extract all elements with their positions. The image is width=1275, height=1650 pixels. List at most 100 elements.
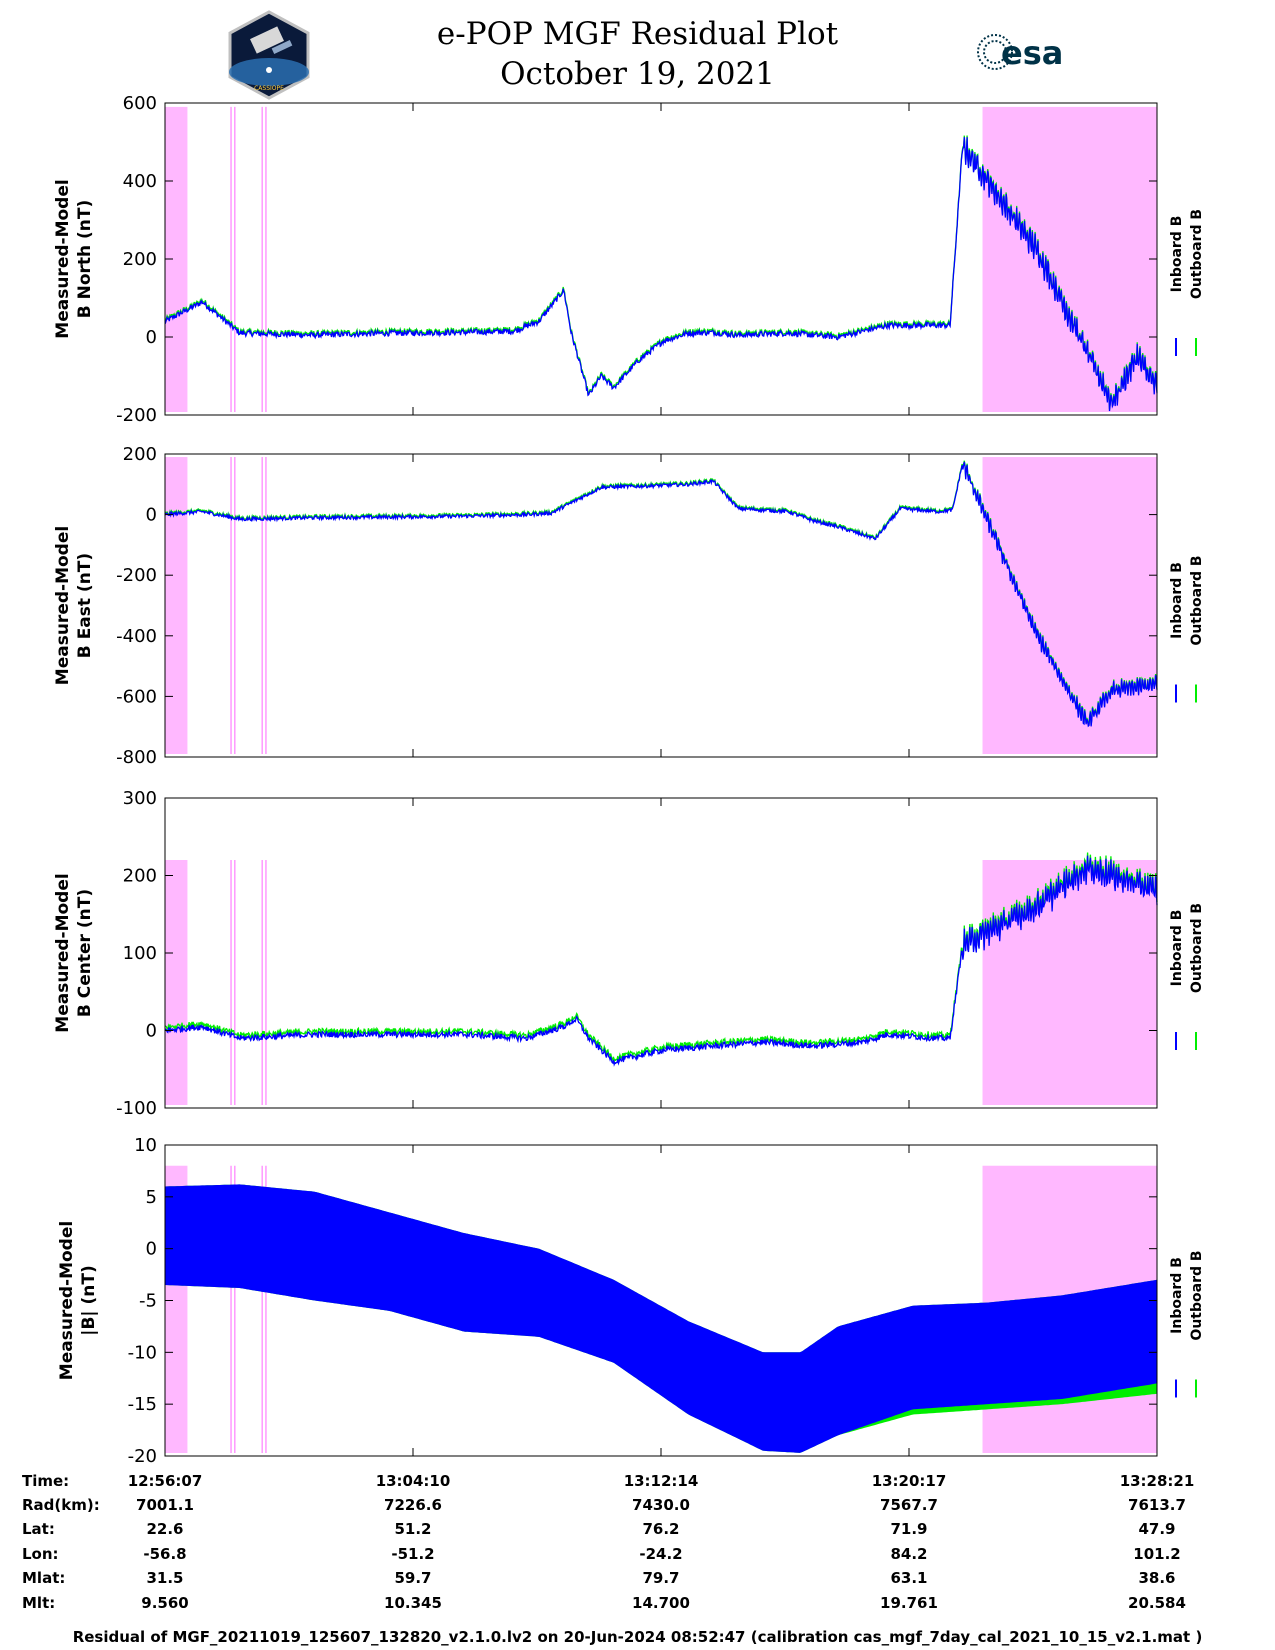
table-cell: 13:28:21 — [1120, 1472, 1195, 1490]
table-row-label: Mlt: — [22, 1594, 55, 1612]
inboard-series — [164, 137, 1158, 412]
y-tick-label: 10 — [134, 1135, 157, 1156]
y-axis-label-line: Measured-Model — [53, 179, 73, 338]
shaded-region — [982, 457, 1157, 754]
shaded-region — [982, 106, 1157, 413]
table-cell: 12:56:07 — [128, 1472, 203, 1490]
inboard-series — [164, 461, 1158, 728]
title-line-1: e-POP MGF Residual Plot — [436, 16, 839, 52]
table-cell: 7567.7 — [880, 1496, 938, 1514]
legend-label-outboard: Outboard B — [1189, 1250, 1205, 1340]
panel-1: -200 0 200 400 600 Measured-Model B North (nT)… — [53, 93, 1205, 426]
table-cell: 76.2 — [642, 1520, 679, 1538]
y-axis-label: Measured-Model B North (nT) — [53, 179, 95, 338]
table-cell: 38.6 — [1138, 1569, 1175, 1587]
table-cell: -56.8 — [143, 1545, 186, 1563]
table-cell: 7001.1 — [136, 1496, 194, 1514]
panel-3: -100 0 100 200 300 Measured-Model B Center (nT… — [53, 788, 1205, 1119]
y-axis-label-line: Measured-Model — [57, 1221, 77, 1380]
y-axis-label-line: B East (nT) — [75, 553, 95, 658]
table-cell: 84.2 — [890, 1545, 927, 1563]
table-cell: -24.2 — [639, 1545, 682, 1563]
inboard-series — [164, 855, 1158, 1067]
y-tick-label: -15 — [128, 1394, 157, 1415]
table-cell: 7226.6 — [384, 1496, 442, 1514]
panel-2: -800 -600 -400 -200 0 200 Measured-Model B East… — [53, 444, 1205, 768]
legend: Inboard B Outboard B — [1169, 209, 1205, 356]
legend-label-outboard: Outboard B — [1189, 903, 1205, 993]
table-cell: 79.7 — [642, 1569, 679, 1587]
cassiope-logo: CASSIOPE — [228, 10, 310, 100]
shaded-region — [165, 860, 188, 1105]
table-cell: 59.7 — [394, 1569, 431, 1587]
table-row-label: Rad(km): — [22, 1496, 100, 1514]
svg-text:CASSIOPE: CASSIOPE — [254, 85, 284, 92]
title-line-2: October 19, 2021 — [500, 56, 775, 92]
chart-title: e-POP MGF Residual Plot October 19, 2021 — [0, 14, 1275, 94]
y-tick-label: 300 — [123, 788, 157, 809]
table-cell: -51.2 — [391, 1545, 434, 1563]
shaded-region — [165, 106, 188, 413]
y-tick-label: -200 — [116, 405, 157, 426]
table-cell: 10.345 — [384, 1594, 442, 1612]
y-tick-label: -800 — [116, 747, 157, 768]
table-cell: 71.9 — [890, 1520, 927, 1538]
legend: Inboard B Outboard B — [1169, 1250, 1205, 1398]
table-cell: 63.1 — [890, 1569, 927, 1587]
table-cell: 31.5 — [146, 1569, 183, 1587]
y-tick-label: 0 — [146, 327, 157, 348]
y-tick-label: 200 — [123, 444, 157, 465]
table-cell: 51.2 — [394, 1520, 431, 1538]
esa-logo: esa — [977, 34, 1063, 72]
y-tick-label: 200 — [123, 249, 157, 270]
table-cell: 13:20:17 — [872, 1472, 947, 1490]
y-tick-label: 600 — [123, 93, 157, 114]
y-axis-label-line: Measured-Model — [53, 873, 73, 1032]
y-axis-label-line: Measured-Model — [53, 526, 73, 685]
table-cell: 7613.7 — [1128, 1496, 1186, 1514]
shaded-region — [165, 457, 188, 754]
table-row-label: Lon: — [22, 1545, 59, 1563]
legend-label-inboard: Inboard B — [1169, 1257, 1185, 1334]
y-axis-label: Measured-Model B East (nT) — [53, 526, 95, 685]
table-cell: 7430.0 — [632, 1496, 690, 1514]
table-cell: 14.700 — [632, 1594, 690, 1612]
footer-caption: Residual of MGF_20211019_125607_132820_v… — [72, 1628, 1203, 1646]
table-cell: 13:04:10 — [376, 1472, 451, 1490]
table-cell: 9.560 — [141, 1594, 188, 1612]
legend-label-outboard: Outboard B — [1189, 209, 1205, 299]
table-cell: 19.761 — [880, 1594, 938, 1612]
panel-4: -20 -15 -10 -5 0 5 10 Measured-Model |B| (nT) Inb… — [57, 1135, 1205, 1467]
table-cell: 101.2 — [1133, 1545, 1180, 1563]
y-tick-label: 400 — [123, 171, 157, 192]
y-tick-label: -20 — [128, 1446, 157, 1467]
y-tick-label: -5 — [139, 1291, 157, 1312]
y-tick-label: 5 — [146, 1187, 157, 1208]
y-tick-label: -200 — [116, 565, 157, 586]
table-row-label: Lat: — [22, 1520, 55, 1538]
legend-label-inboard: Inboard B — [1169, 562, 1185, 639]
table-cell: 47.9 — [1138, 1520, 1175, 1538]
y-tick-label: 200 — [123, 866, 157, 887]
y-tick-label: -100 — [116, 1098, 157, 1119]
y-tick-label: 100 — [123, 943, 157, 964]
legend-label-inboard: Inboard B — [1169, 910, 1185, 987]
y-axis-label-line: |B| (nT) — [79, 1265, 99, 1336]
table-cell: 20.584 — [1128, 1594, 1186, 1612]
table-cell: 22.6 — [146, 1520, 183, 1538]
legend-label-outboard: Outboard B — [1189, 555, 1205, 645]
y-tick-label: -10 — [128, 1342, 157, 1363]
y-axis-label: Measured-Model B Center (nT) — [53, 873, 95, 1032]
inboard-series — [165, 1184, 1157, 1453]
y-tick-label: 0 — [146, 1239, 157, 1260]
y-axis-label-line: B North (nT) — [75, 200, 95, 319]
legend: Inboard B Outboard B — [1169, 903, 1205, 1050]
svg-text:esa: esa — [1001, 34, 1063, 72]
y-axis-label: Measured-Model |B| (nT) — [57, 1221, 99, 1380]
table-cell: 13:12:14 — [624, 1472, 699, 1490]
y-tick-label: 0 — [146, 505, 157, 526]
legend: Inboard B Outboard B — [1169, 555, 1205, 703]
y-tick-label: 0 — [146, 1021, 157, 1042]
y-tick-label: -400 — [116, 626, 157, 647]
